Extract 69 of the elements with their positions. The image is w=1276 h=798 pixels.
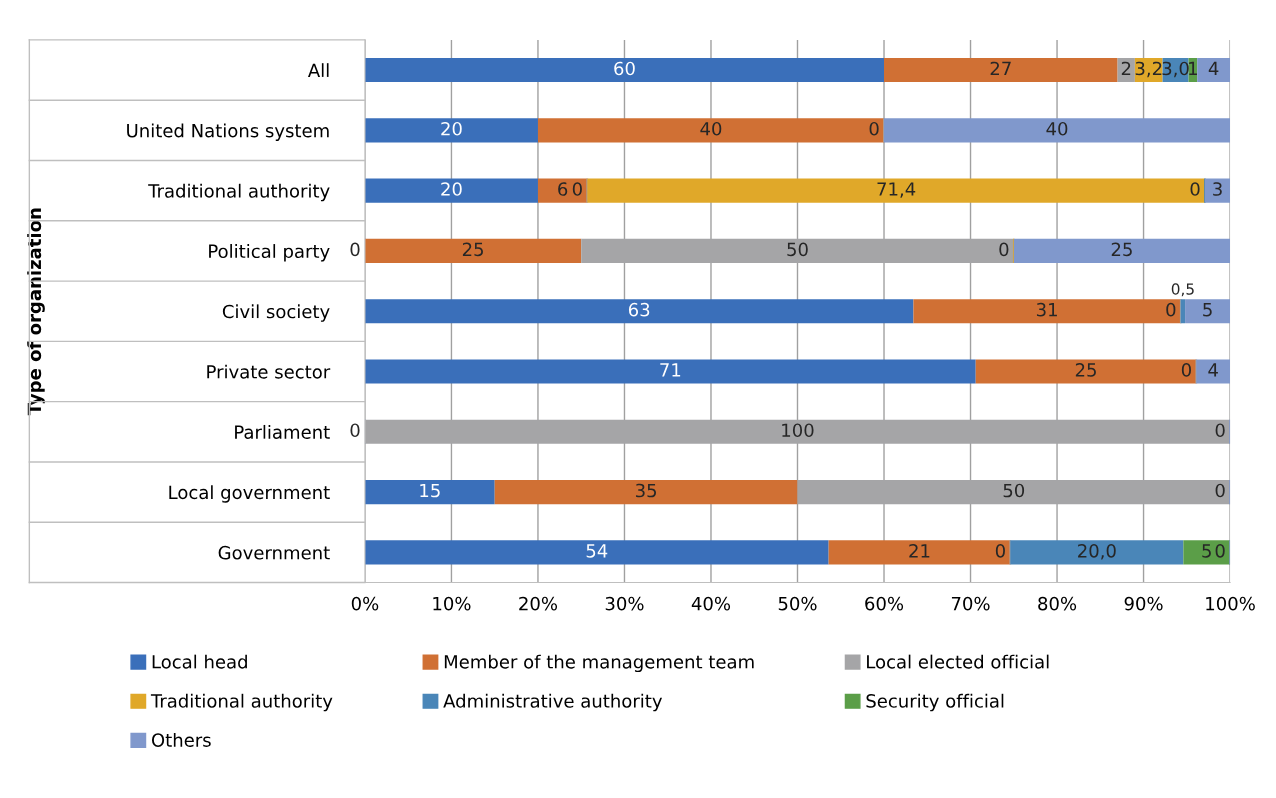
data-label: 5 bbox=[1202, 544, 1211, 558]
x-tick-label: 0% bbox=[351, 596, 379, 611]
data-label: 40 bbox=[1046, 121, 1068, 136]
data-label: 31 bbox=[1036, 302, 1057, 317]
data-label: 60 bbox=[614, 61, 635, 76]
x-tick-label: 10% bbox=[433, 596, 471, 611]
legend-label: Security official bbox=[866, 693, 1004, 712]
data-label: 0 bbox=[1215, 483, 1225, 498]
legend-label: Others bbox=[151, 732, 211, 747]
data-label: 63 bbox=[628, 302, 650, 317]
y-tick-label: Local government bbox=[169, 485, 330, 503]
data-label: 21 bbox=[909, 543, 930, 558]
x-tick-label: 30% bbox=[605, 596, 644, 611]
data-label: 71 bbox=[660, 363, 681, 377]
legend-label: Administrative authority bbox=[443, 693, 663, 712]
data-label: 1 bbox=[1189, 61, 1197, 76]
data-label: 4 bbox=[1208, 61, 1219, 76]
data-label: 25 bbox=[462, 242, 483, 257]
data-label: 50 bbox=[787, 242, 808, 257]
data-label: 27 bbox=[990, 61, 1011, 76]
data-label: 25 bbox=[1111, 242, 1132, 257]
y-tick-label: Political party bbox=[209, 244, 330, 262]
data-label: 0 bbox=[350, 423, 360, 438]
data-label: 0,5 bbox=[1171, 283, 1194, 297]
data-label: 20,0 bbox=[1078, 543, 1116, 560]
legend-label: Local head bbox=[152, 654, 247, 669]
data-label: 0 bbox=[1215, 423, 1225, 438]
data-label: 35 bbox=[635, 483, 657, 498]
data-label: 5 bbox=[1203, 303, 1212, 317]
data-label: 40 bbox=[700, 121, 722, 136]
data-label: 0 bbox=[1215, 543, 1225, 558]
data-label: 0 bbox=[1181, 363, 1191, 377]
legend-label: Local elected official bbox=[867, 654, 1049, 669]
y-tick-label: United Nations system bbox=[127, 123, 329, 141]
data-label: 0 bbox=[350, 242, 360, 257]
data-label: 4 bbox=[1208, 363, 1218, 377]
data-label: 20 bbox=[441, 182, 462, 196]
data-label: 71,4 bbox=[877, 182, 916, 198]
data-label: 25 bbox=[1075, 363, 1096, 377]
x-tick-label: 20% bbox=[519, 596, 558, 611]
y-tick-label: Parliament bbox=[235, 424, 330, 439]
data-label: 0 bbox=[1166, 302, 1176, 317]
data-label: 0 bbox=[995, 543, 1005, 558]
data-label: 15 bbox=[420, 483, 440, 498]
x-tick-label: 60% bbox=[865, 596, 904, 611]
data-label: 0 bbox=[572, 182, 582, 196]
data-label: 54 bbox=[586, 544, 608, 558]
data-label: 3,2 bbox=[1135, 61, 1162, 78]
data-label: 6 bbox=[558, 182, 568, 196]
x-tick-label: 90% bbox=[1124, 596, 1163, 611]
data-label: 0 bbox=[869, 121, 879, 136]
data-label: 0 bbox=[1190, 182, 1200, 196]
x-tick-label: 50% bbox=[778, 596, 817, 611]
legend-label: Member of the management team bbox=[444, 654, 754, 673]
data-label: 20 bbox=[441, 121, 462, 136]
y-tick-label: Civil society bbox=[222, 304, 330, 322]
data-label: 100 bbox=[782, 423, 814, 438]
x-tick-label: 70% bbox=[951, 596, 990, 611]
data-label: 50 bbox=[1003, 483, 1025, 498]
y-tick-label: Traditional authority bbox=[148, 183, 330, 202]
x-tick-label: 80% bbox=[1038, 596, 1077, 611]
y-tick-label: Government bbox=[218, 545, 330, 560]
x-tick-label: 40% bbox=[691, 596, 731, 611]
x-tick-label: 100% bbox=[1206, 596, 1255, 611]
y-tick-label: Private sector bbox=[207, 364, 331, 379]
y-tick-label: All bbox=[307, 63, 329, 77]
data-label: 3 bbox=[1213, 182, 1222, 196]
data-label: 0 bbox=[999, 242, 1009, 257]
data-label: 2 bbox=[1121, 61, 1131, 76]
